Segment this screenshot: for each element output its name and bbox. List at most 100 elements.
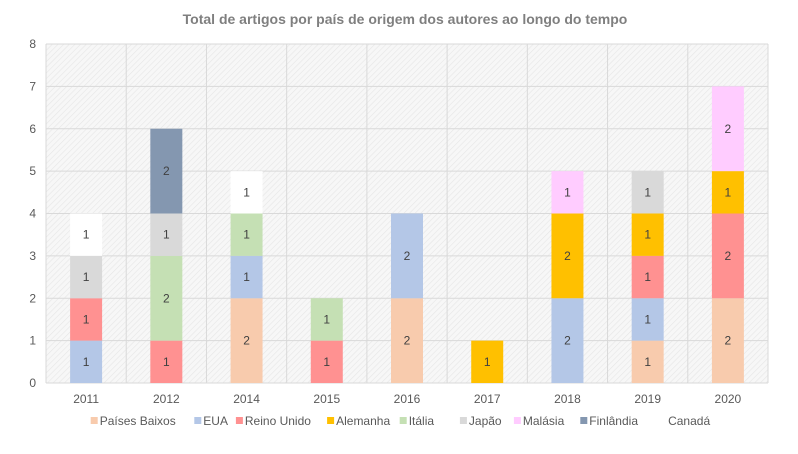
y-tick-label: 2 xyxy=(29,291,36,305)
legend-label: Finlândia xyxy=(589,414,638,428)
legend-label: Alemanha xyxy=(336,414,390,428)
bar-segment xyxy=(711,171,744,214)
bar-segment xyxy=(391,213,423,299)
x-tick-label: 2015 xyxy=(313,392,340,406)
data-label: 2 xyxy=(564,249,571,263)
legend: Países Baixos EUA Reino Unido Alemanha Itáli… xyxy=(90,414,710,428)
legend-swatch xyxy=(580,417,588,424)
x-tick-label: 2016 xyxy=(394,392,421,406)
bar-segment xyxy=(310,298,343,341)
data-label: 2 xyxy=(404,334,411,348)
legend-swatch xyxy=(90,417,98,424)
data-label: 2 xyxy=(404,249,411,263)
bar-segment xyxy=(711,298,744,383)
x-axis: 2011 2012 2014 2015 2016 2017 2018 2019 2020 xyxy=(73,392,741,406)
bar-segment xyxy=(70,213,103,256)
y-axis: 0 1 2 3 4 5 6 7 8 xyxy=(29,37,36,390)
bar-segment xyxy=(631,171,664,214)
x-tick-label: 2014 xyxy=(233,392,260,406)
bars xyxy=(70,86,744,383)
data-label: 1 xyxy=(323,312,330,326)
data-label: 2 xyxy=(163,291,170,305)
y-tick-label: 6 xyxy=(29,122,36,136)
legend-label: Reino Unido xyxy=(245,414,311,428)
legend-item: Finlândia xyxy=(580,414,638,428)
bar-segment xyxy=(631,213,664,256)
data-label: 1 xyxy=(644,228,651,242)
legend-swatch xyxy=(459,417,467,424)
data-label: 1 xyxy=(564,185,571,199)
bar-segment xyxy=(471,340,504,383)
y-tick-label: 1 xyxy=(29,334,36,348)
chart-title: Total de artigos por país de origem dos … xyxy=(183,11,628,27)
bar-segment xyxy=(310,340,343,383)
data-label: 2 xyxy=(725,122,732,136)
bar-segment xyxy=(70,255,103,299)
x-tick-label: 2017 xyxy=(474,392,501,406)
legend-swatch xyxy=(659,417,667,424)
bar-segment xyxy=(230,298,263,383)
data-label: 1 xyxy=(163,228,170,242)
legend-item: Alemanha xyxy=(327,414,390,428)
data-label: 2 xyxy=(564,334,571,348)
legend-swatch xyxy=(513,417,521,424)
data-label: 1 xyxy=(83,312,90,326)
legend-swatch xyxy=(194,417,202,424)
legend-swatch xyxy=(235,417,243,424)
data-label: 1 xyxy=(243,228,250,242)
legend-label: Malásia xyxy=(523,414,565,428)
data-label: 1 xyxy=(644,270,651,284)
bar-segment xyxy=(551,213,584,299)
x-tick-label: 2011 xyxy=(73,392,99,406)
data-label: 1 xyxy=(243,270,250,284)
legend-swatch xyxy=(327,417,335,424)
y-tick-label: 5 xyxy=(29,164,36,178)
bar-segment xyxy=(551,298,584,383)
legend-item: Itália xyxy=(399,414,435,428)
legend-label: Canadá xyxy=(668,414,710,428)
bar-segment xyxy=(631,340,664,383)
legend-item: Países Baixos xyxy=(90,414,176,428)
data-label: 1 xyxy=(83,270,90,284)
legend-swatch xyxy=(399,417,407,424)
bar-segment xyxy=(150,340,183,383)
legend-label: Países Baixos xyxy=(100,414,176,428)
data-label: 1 xyxy=(644,312,651,326)
bar-segment xyxy=(230,171,263,214)
legend-item: Canadá xyxy=(659,414,710,428)
x-tick-label: 2012 xyxy=(153,392,180,406)
data-label: 1 xyxy=(323,355,330,369)
legend-item: EUA xyxy=(194,414,228,428)
data-label: 1 xyxy=(484,355,491,369)
bar-segment xyxy=(230,213,263,256)
data-label: 2 xyxy=(163,164,170,178)
data-label: 1 xyxy=(644,355,651,369)
data-label: 1 xyxy=(644,185,651,199)
x-tick-label: 2018 xyxy=(554,392,581,406)
bar-segment xyxy=(711,213,744,299)
x-tick-label: 2019 xyxy=(634,392,661,406)
legend-item: Japão xyxy=(459,414,502,428)
data-label: 1 xyxy=(725,185,732,199)
bar-segment xyxy=(631,298,664,341)
y-tick-label: 0 xyxy=(29,376,36,390)
data-label: 1 xyxy=(83,228,90,242)
data-label: 1 xyxy=(83,355,90,369)
data-labels: 1 1 1 1 1 2 1 2 2 1 1 1 1 1 2 2 1 2 2 1 1 1 1 1 1 2 2 1 2 xyxy=(83,122,732,369)
y-tick-label: 7 xyxy=(29,79,36,93)
bar-segment xyxy=(391,298,423,383)
bar-segment xyxy=(631,255,664,299)
legend-label: Itália xyxy=(409,414,435,428)
bar-segment xyxy=(230,255,263,299)
bar-segment xyxy=(150,255,183,341)
bar-segment xyxy=(70,298,103,341)
bar-segment xyxy=(70,340,103,383)
legend-item: Reino Unido xyxy=(235,414,311,428)
data-label: 2 xyxy=(243,334,250,348)
bar-segment xyxy=(150,128,183,214)
data-label: 1 xyxy=(243,185,250,199)
data-label: 2 xyxy=(725,334,732,348)
x-tick-label: 2020 xyxy=(715,392,742,406)
bar-segment xyxy=(150,213,183,256)
